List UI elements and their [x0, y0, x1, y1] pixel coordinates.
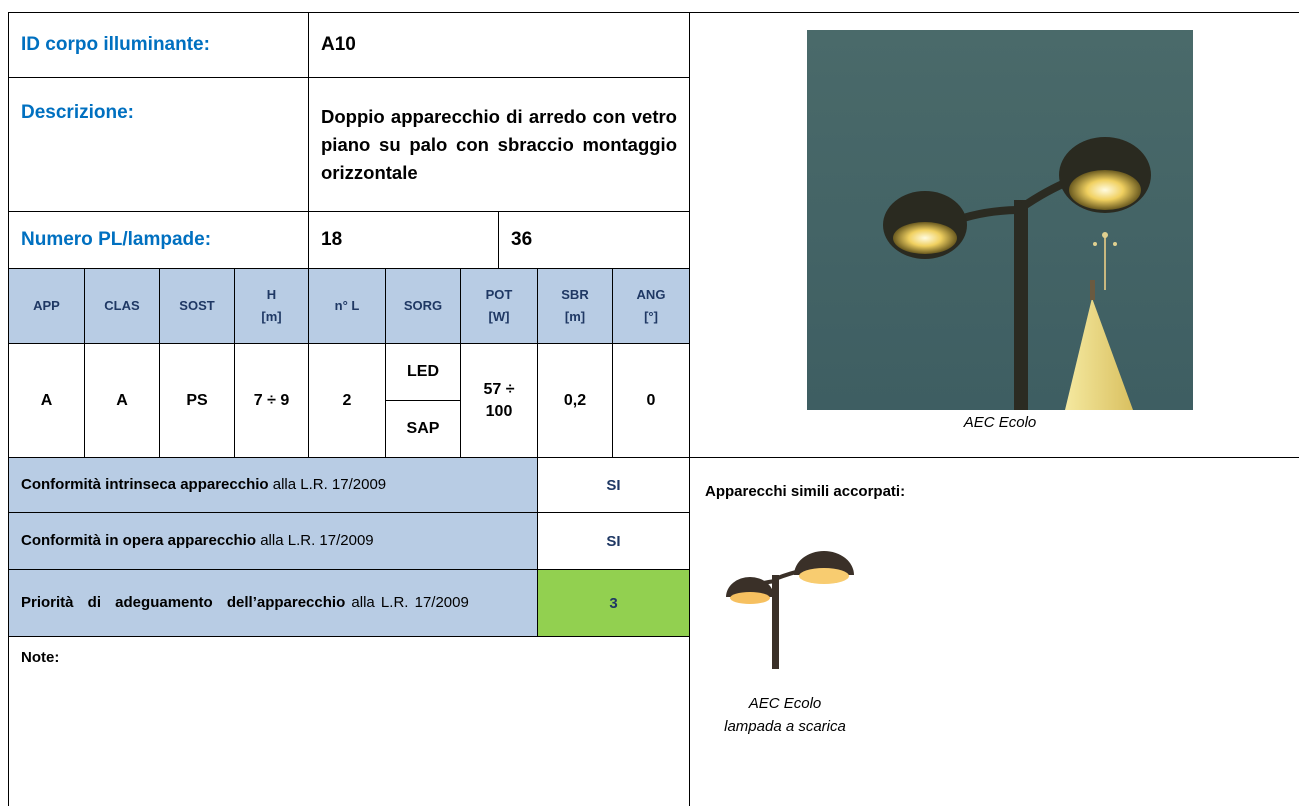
header-text: H — [266, 287, 277, 302]
spec-value: SAP — [385, 400, 461, 458]
similar-caption-line: AEC Ecolo — [748, 695, 822, 712]
similar-photo — [726, 551, 854, 669]
lamps-label: Numero PL/lampade: — [8, 211, 309, 269]
conformity-bold: Conformità intrinseca apparecchio — [21, 476, 269, 493]
lamps-value: 36 — [498, 211, 690, 269]
spec-header: CLAS — [84, 268, 160, 344]
spec-header: SOST — [159, 268, 235, 344]
spec-header: H [m] — [234, 268, 309, 344]
mid-rule — [689, 457, 1299, 458]
note-cell: Note: — [8, 636, 690, 806]
similar-caption: AEC Ecolo lampada a scarica — [690, 692, 880, 738]
header-text: n° L — [334, 298, 360, 313]
header-text: ANG — [636, 287, 666, 302]
header-text: SORG — [403, 298, 443, 313]
header-text: POT — [485, 287, 513, 302]
header-unit: [m] — [564, 309, 586, 324]
conformity-rest: alla L.R. 17/2009 — [345, 594, 469, 611]
id-value: A10 — [308, 12, 690, 78]
conformity-text: Conformità in opera apparecchio alla L.R… — [21, 531, 374, 551]
spec-value: A — [8, 343, 85, 458]
conformity-text: Priorità di adeguamento dell’apparecchio… — [21, 593, 469, 613]
conformity-value: SI — [537, 512, 690, 570]
spec-value: 2 — [308, 343, 386, 458]
conformity-rest: alla L.R. 17/2009 — [256, 532, 374, 549]
id-label: ID corpo illuminante: — [8, 12, 309, 78]
header-text: SOST — [179, 298, 215, 313]
conformity-value: 3 — [537, 569, 690, 637]
header-text: CLAS — [104, 298, 140, 313]
photo-caption: AEC Ecolo — [963, 414, 1037, 431]
header-text: SBR — [561, 287, 589, 302]
spec-header: SBR [m] — [537, 268, 613, 344]
spec-value: 0 — [612, 343, 690, 458]
spec-value: 57 ÷ 100 — [460, 343, 538, 458]
similar-title: Apparecchi simili accorpati: — [705, 483, 906, 500]
lamp-photo — [807, 30, 1193, 410]
conformity-value: SI — [537, 457, 690, 513]
spec-header: ANG [°] — [612, 268, 690, 344]
header-unit: [W] — [488, 309, 510, 324]
conformity-bold: Priorità di adeguamento dell’apparecchio — [21, 594, 346, 611]
spec-header: n° L — [308, 268, 386, 344]
spec-header: POT [W] — [460, 268, 538, 344]
spec-value: LED — [385, 343, 461, 401]
spec-value: PS — [159, 343, 235, 458]
conformity-bold: Conformità in opera apparecchio — [21, 532, 257, 549]
similar-caption-line: lampada a scarica — [724, 718, 846, 735]
header-unit: [m] — [261, 309, 282, 324]
description-value: Doppio apparecchio di arredo con vetro p… — [308, 77, 690, 212]
conformity-rest: alla L.R. 17/2009 — [268, 476, 387, 493]
note-label: Note: — [21, 649, 60, 666]
conformity-text: Conformità intrinseca apparecchio alla L… — [21, 475, 386, 495]
conformity-label: Priorità di adeguamento dell’apparecchio… — [8, 569, 538, 637]
lamps-value: 18 — [308, 211, 499, 269]
spec-value: 0,2 — [537, 343, 613, 458]
spec-value: 7 ÷ 9 — [234, 343, 309, 458]
description-label: Descrizione: — [8, 77, 309, 212]
spec-header: SORG — [385, 268, 461, 344]
conformity-label: Conformità intrinseca apparecchio alla L… — [8, 457, 538, 513]
conformity-label: Conformità in opera apparecchio alla L.R… — [8, 512, 538, 570]
header-unit: [°] — [644, 309, 658, 324]
spec-value: A — [84, 343, 160, 458]
spec-header: APP — [8, 268, 85, 344]
header-text: APP — [33, 298, 60, 313]
